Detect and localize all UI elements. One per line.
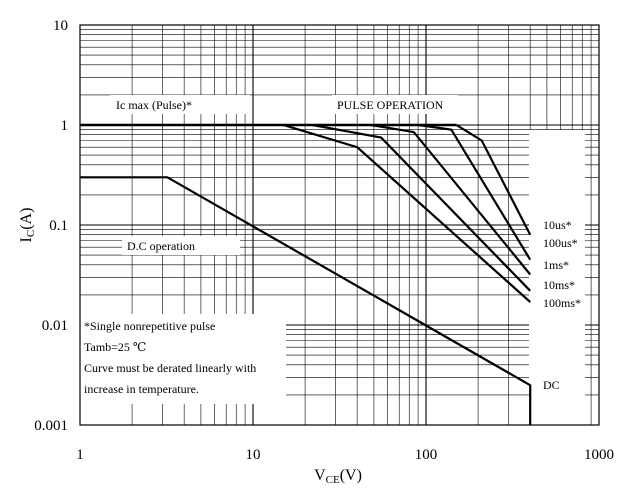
series-label-dc: DC: [543, 378, 560, 392]
note-line-2: Tamb=25 ℃: [84, 340, 146, 354]
pulse-operation-label-bg: [332, 95, 458, 114]
series-label-1ms: 1ms*: [543, 258, 569, 272]
dc-operation-label: D.C operation: [127, 239, 195, 253]
series-1ms-line: [370, 123, 532, 276]
series-label-100ms: 100ms*: [543, 296, 581, 310]
x-tick-label: 100: [415, 447, 438, 463]
y-tick-label: 0.1: [49, 218, 68, 234]
x-tick-label: 1: [76, 447, 84, 463]
note-line-3: Curve must be derated linearly with: [84, 361, 256, 375]
series-label-100us: 100us*: [543, 236, 578, 250]
series-label-10ms: 10ms*: [543, 278, 575, 292]
note-line-4: increase in temperature.: [84, 382, 199, 396]
series-100us-line: [417, 123, 532, 261]
x-tick-label: 1000: [584, 447, 614, 463]
y-tick-label: 0.01: [42, 318, 68, 334]
y-tick-label: 1: [61, 118, 69, 134]
x-tick-label: 10: [246, 447, 261, 463]
y-tick-label: 10: [53, 18, 68, 34]
dc-operation-label-bg: [122, 236, 240, 255]
series-10ms-line: [312, 123, 531, 292]
series-10us-line: [455, 124, 532, 236]
series-100ms-line: [283, 123, 531, 303]
series-label-10us: 10us*: [543, 218, 572, 232]
tick-labels: 1 10 100 1000 10 1 0.1 0.01 0.001: [34, 18, 614, 463]
y-axis-title: IC(A): [18, 208, 37, 243]
pulse-operation-label: PULSE OPERATION: [337, 98, 444, 112]
note-box-bg: [80, 314, 286, 404]
series-label-bg: [529, 130, 585, 425]
plot-frame: [79, 24, 600, 426]
y-tick-label: 0.001: [34, 418, 68, 434]
note-line-1: *Single nonrepetitive pulse: [84, 319, 215, 333]
x-axis-title: VCE(V): [314, 467, 362, 486]
ic-max-label: Ic max (Pulse)*: [116, 98, 192, 112]
series-dc-line: [80, 176, 532, 425]
marks: [80, 123, 532, 425]
ic-max-label-bg: [110, 95, 250, 114]
